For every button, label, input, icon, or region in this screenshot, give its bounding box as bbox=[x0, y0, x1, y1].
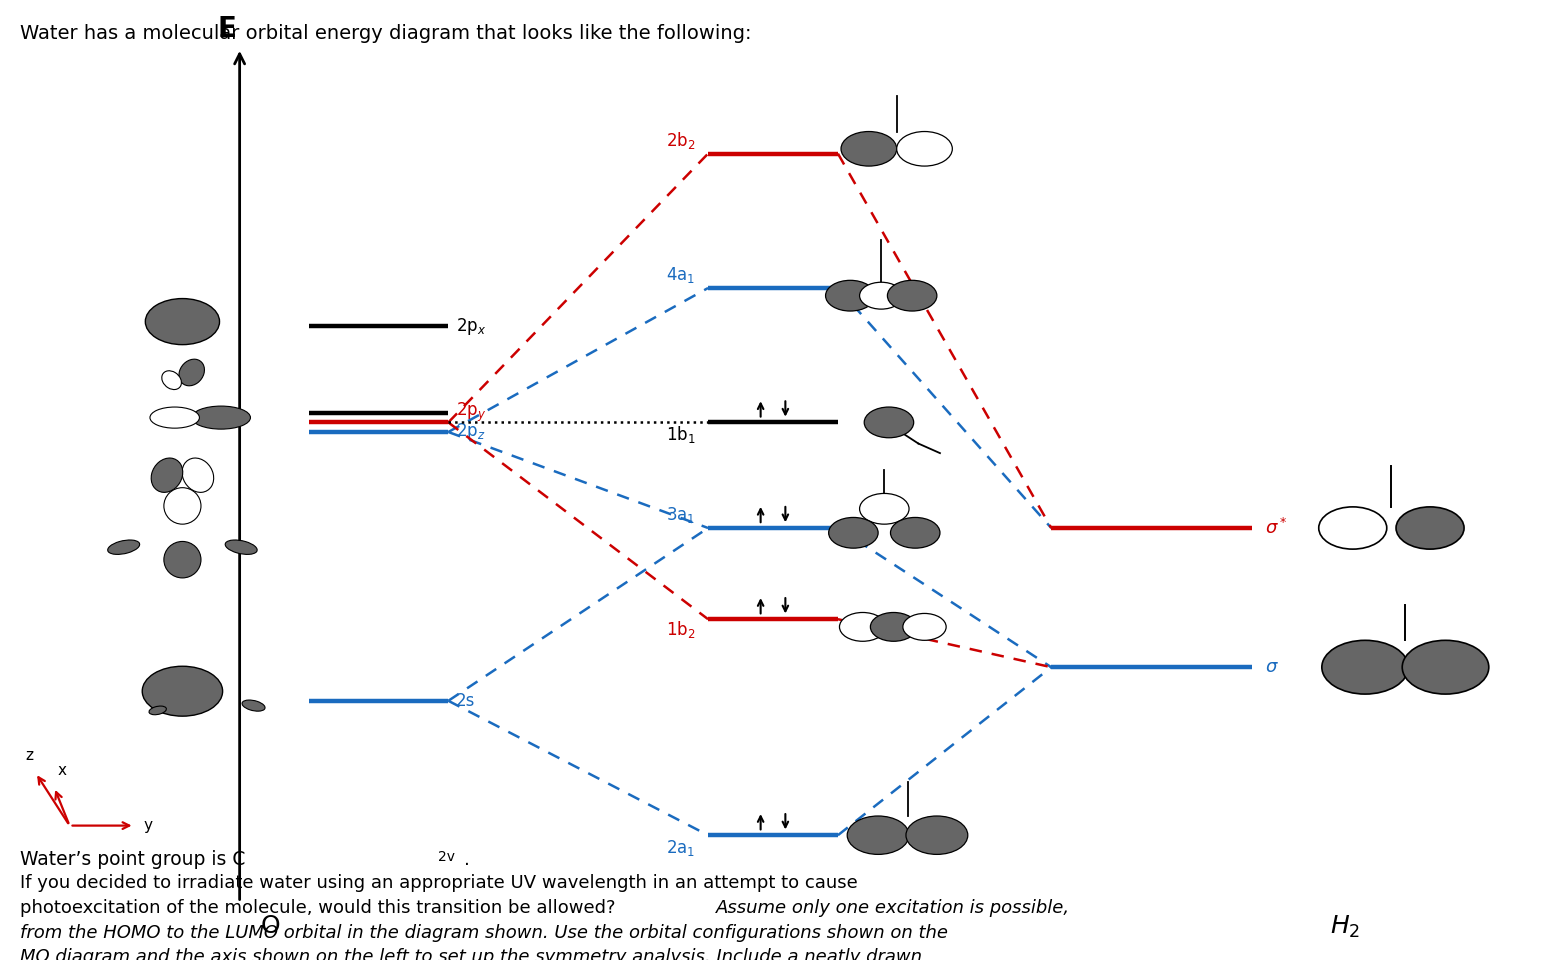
Circle shape bbox=[890, 517, 940, 548]
Ellipse shape bbox=[152, 458, 182, 492]
Text: Water’s point group is C: Water’s point group is C bbox=[20, 850, 246, 869]
Circle shape bbox=[1396, 507, 1464, 549]
Text: 2p$_y$: 2p$_y$ bbox=[456, 401, 487, 424]
Text: 1b$_2$: 1b$_2$ bbox=[666, 619, 696, 640]
Text: 2p$_z$: 2p$_z$ bbox=[456, 421, 485, 443]
Text: 2p$_x$: 2p$_x$ bbox=[456, 316, 487, 337]
Ellipse shape bbox=[226, 540, 257, 555]
Circle shape bbox=[903, 613, 946, 640]
Circle shape bbox=[847, 816, 909, 854]
Circle shape bbox=[906, 816, 968, 854]
Text: 2a$_1$: 2a$_1$ bbox=[666, 838, 696, 858]
Circle shape bbox=[1402, 640, 1489, 694]
Text: photoexcitation of the molecule, would this transition be allowed?: photoexcitation of the molecule, would t… bbox=[20, 899, 621, 917]
Circle shape bbox=[870, 612, 917, 641]
Text: E: E bbox=[218, 15, 237, 43]
Circle shape bbox=[1319, 507, 1387, 549]
Text: O: O bbox=[261, 914, 280, 939]
Text: Assume only one excitation is possible,: Assume only one excitation is possible, bbox=[716, 899, 1070, 917]
Text: z: z bbox=[25, 748, 34, 763]
Circle shape bbox=[887, 280, 937, 311]
Text: from the HOMO to the LUMO orbital in the diagram shown. Use the orbital configur: from the HOMO to the LUMO orbital in the… bbox=[20, 924, 948, 942]
Text: $\sigma^*$: $\sigma^*$ bbox=[1265, 518, 1288, 538]
Ellipse shape bbox=[150, 407, 199, 428]
Circle shape bbox=[860, 282, 903, 309]
Ellipse shape bbox=[162, 371, 181, 390]
Ellipse shape bbox=[179, 359, 204, 386]
Circle shape bbox=[864, 407, 914, 438]
Circle shape bbox=[826, 280, 875, 311]
Text: 2v: 2v bbox=[438, 850, 455, 864]
Ellipse shape bbox=[243, 700, 264, 711]
Text: $\sigma$: $\sigma$ bbox=[1265, 659, 1279, 676]
Circle shape bbox=[145, 299, 220, 345]
Circle shape bbox=[829, 517, 878, 548]
Ellipse shape bbox=[192, 406, 250, 429]
Ellipse shape bbox=[108, 540, 139, 555]
Text: If you decided to irradiate water using an appropriate UV wavelength in an attem: If you decided to irradiate water using … bbox=[20, 874, 858, 892]
Text: x: x bbox=[57, 762, 66, 778]
Ellipse shape bbox=[164, 488, 201, 524]
Text: y: y bbox=[144, 818, 153, 833]
Text: 1b$_1$: 1b$_1$ bbox=[666, 424, 696, 445]
Circle shape bbox=[860, 493, 909, 524]
Text: 2b$_2$: 2b$_2$ bbox=[666, 130, 696, 151]
Text: 3a$_1$: 3a$_1$ bbox=[666, 505, 696, 525]
Text: Water has a molecular orbital energy diagram that looks like the following:: Water has a molecular orbital energy dia… bbox=[20, 24, 751, 43]
Text: .: . bbox=[464, 850, 470, 869]
Circle shape bbox=[897, 132, 952, 166]
Circle shape bbox=[841, 132, 897, 166]
Text: $H_2$: $H_2$ bbox=[1330, 913, 1360, 940]
Ellipse shape bbox=[182, 458, 213, 492]
Text: 2s: 2s bbox=[456, 692, 476, 709]
Ellipse shape bbox=[164, 541, 201, 578]
Text: MO diagram and the axis shown on the left to set up the symmetry analysis. Inclu: MO diagram and the axis shown on the lef… bbox=[20, 948, 921, 960]
Circle shape bbox=[839, 612, 886, 641]
Ellipse shape bbox=[148, 706, 167, 715]
Text: 4a$_1$: 4a$_1$ bbox=[666, 265, 696, 285]
Circle shape bbox=[142, 666, 223, 716]
Circle shape bbox=[1322, 640, 1408, 694]
